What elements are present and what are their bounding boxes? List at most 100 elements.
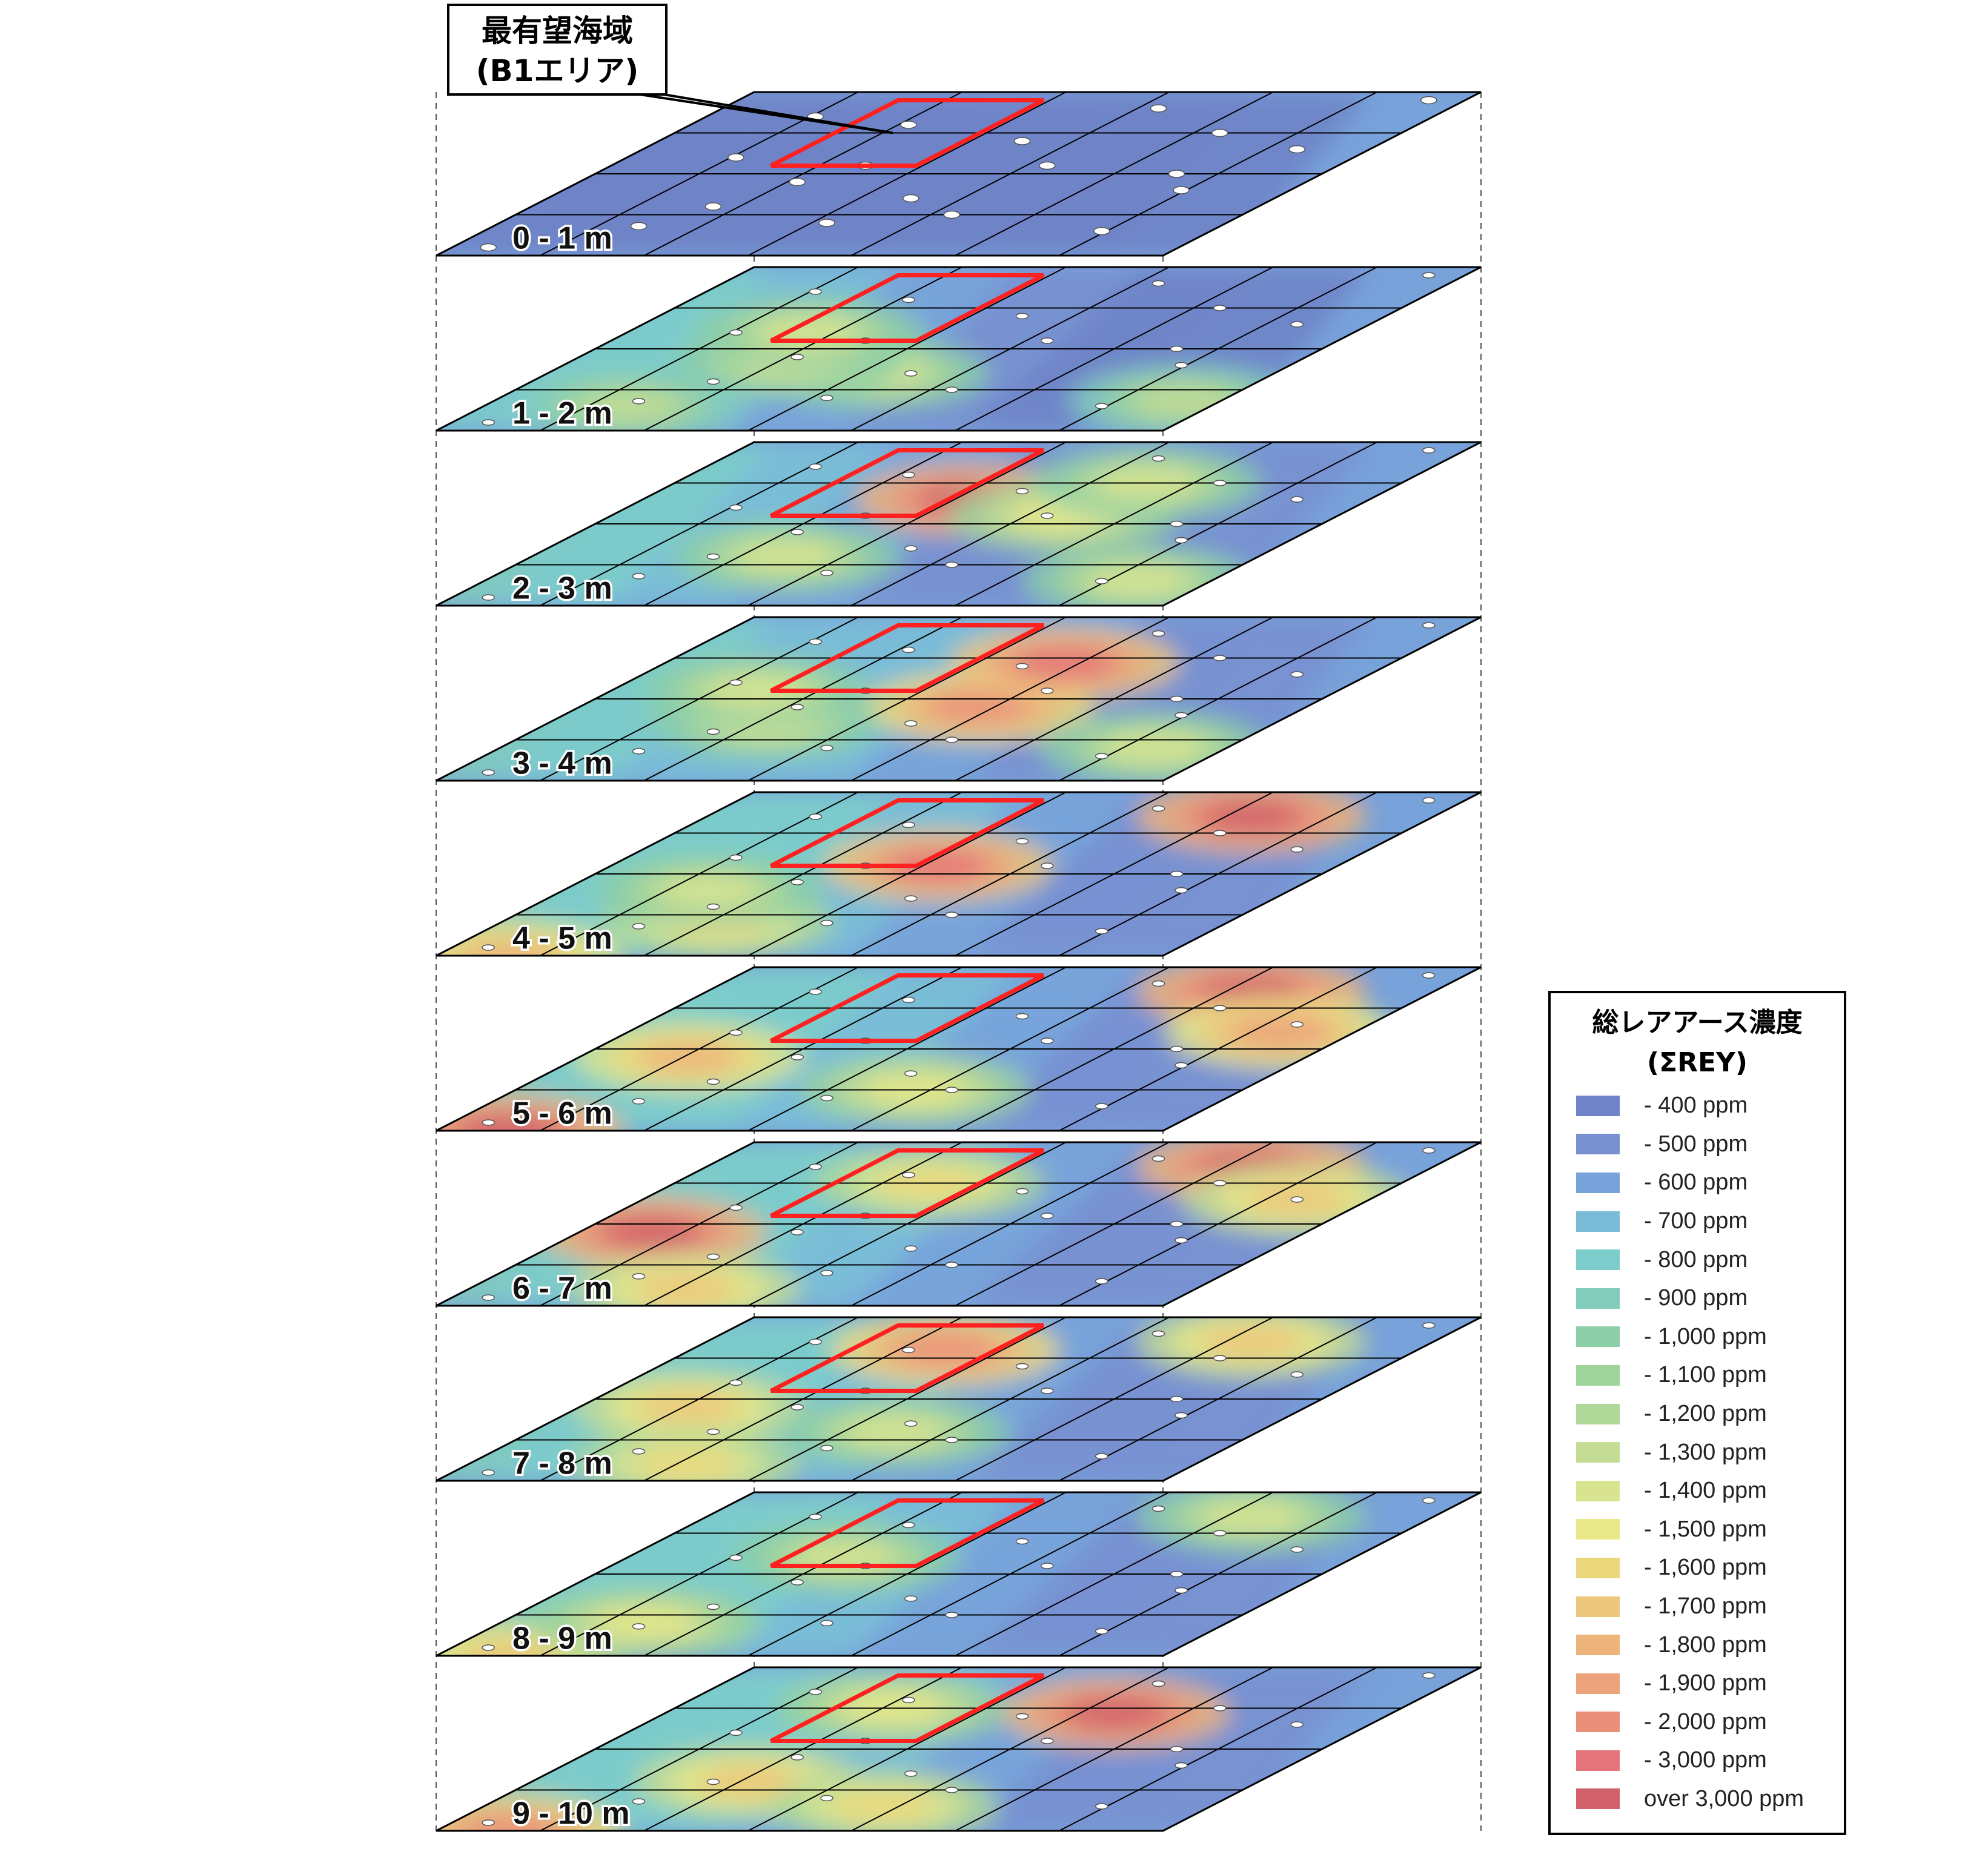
grid-line — [1058, 1492, 1377, 1656]
sample-point — [820, 394, 833, 402]
sample-point — [1290, 1721, 1304, 1728]
legend-swatch — [1576, 1172, 1620, 1193]
sample-point — [1213, 1005, 1227, 1011]
depth-layer: 5 - 6 m — [436, 966, 1482, 1133]
legend-swatch — [1576, 1480, 1620, 1501]
callout-box: 最有望海域 (B1エリア) — [447, 4, 668, 96]
sample-point — [729, 504, 743, 511]
depth-layer: 1 - 2 m — [436, 266, 1482, 433]
legend-item: - 1,300 ppm — [1576, 1433, 1838, 1472]
sample-point — [1422, 1322, 1436, 1329]
grid-line — [747, 1142, 1067, 1306]
sample-point — [1175, 1062, 1188, 1069]
sample-point — [902, 296, 915, 303]
grid-line — [747, 1317, 1067, 1481]
depth-layer: 9 - 10 m — [436, 1666, 1482, 1833]
sample-point — [809, 638, 822, 645]
legend-item: - 500 ppm — [1576, 1125, 1838, 1164]
sample-point — [1151, 455, 1165, 462]
legend-title: 総レアアース濃度 (ΣREY) — [1551, 1003, 1844, 1083]
sample-point — [706, 378, 720, 385]
legend-label: - 900 ppm — [1644, 1285, 1748, 1311]
sample-point — [904, 545, 918, 552]
sample-point — [706, 1428, 720, 1435]
legend-label: - 1,500 ppm — [1644, 1516, 1767, 1542]
sample-point — [809, 1338, 822, 1345]
sample-point — [1175, 1412, 1188, 1419]
grid — [515, 1667, 1402, 1831]
legend-item: - 900 ppm — [1576, 1279, 1838, 1318]
sample-point — [1041, 337, 1054, 344]
grid-line — [850, 617, 1170, 781]
sample-point — [902, 821, 915, 829]
sample-point — [1095, 753, 1108, 759]
legend-item: - 1,000 ppm — [1576, 1318, 1838, 1357]
sample-point — [1039, 161, 1056, 170]
concentration-hotspot — [657, 874, 761, 907]
legend-item: - 3,000 ppm — [1576, 1741, 1838, 1780]
sample-point — [904, 895, 918, 902]
legend-item: - 1,600 ppm — [1576, 1549, 1838, 1587]
highlight-area — [770, 448, 1045, 518]
sample-point — [1041, 1563, 1054, 1569]
sample-point — [706, 1078, 720, 1085]
sample-point — [820, 1795, 833, 1802]
grid-line — [1058, 91, 1377, 256]
layer-outline — [436, 1666, 1482, 1832]
sample-point — [1015, 313, 1029, 320]
legend-swatch — [1576, 1365, 1620, 1386]
depth-label: 8 - 9 m — [512, 1621, 612, 1656]
grid-line — [955, 617, 1274, 781]
legend-label: over 3,000 ppm — [1644, 1785, 1804, 1811]
sample-point — [904, 1245, 918, 1252]
grid-line — [747, 1492, 1067, 1656]
legend-item: - 700 ppm — [1576, 1202, 1838, 1241]
sample-point — [1422, 447, 1436, 454]
depth-layer: 7 - 8 m — [436, 1316, 1482, 1483]
legend-swatch — [1576, 1095, 1620, 1116]
sample-point — [809, 1689, 822, 1695]
sample-point — [1170, 345, 1184, 352]
legend-label: - 2,000 ppm — [1644, 1709, 1767, 1735]
legend-swatch — [1576, 1635, 1620, 1656]
sample-point — [729, 679, 743, 686]
sample-point — [482, 1469, 495, 1476]
depth-layer: 8 - 9 m — [436, 1491, 1482, 1658]
sample-point — [706, 728, 720, 735]
depth-label: 3 - 4 m — [512, 746, 612, 781]
grid — [515, 1317, 1402, 1481]
legend-items: - 400 ppm - 500 ppm - 600 ppm - 700 ppm - 80… — [1576, 1087, 1838, 1818]
grid-line — [540, 1667, 859, 1831]
sample-point — [632, 923, 646, 930]
sample-point — [904, 1770, 918, 1777]
grid-line — [850, 1142, 1170, 1306]
concentration-hotspot — [1086, 564, 1190, 598]
sample-point — [482, 769, 495, 776]
grid-line — [540, 1142, 859, 1306]
sample-point — [632, 1798, 646, 1805]
sample-point — [820, 569, 833, 577]
sample-point — [1015, 1363, 1029, 1370]
concentration-hotspot — [843, 1415, 947, 1448]
legend-label: - 800 ppm — [1644, 1246, 1748, 1272]
legend-label: - 500 ppm — [1644, 1131, 1748, 1157]
legend-swatch — [1576, 1211, 1620, 1232]
grid-line — [643, 617, 963, 781]
grid-line — [643, 442, 963, 606]
sample-point — [1290, 321, 1304, 328]
sample-point — [902, 1521, 915, 1529]
sample-point — [902, 1171, 915, 1179]
sample-point — [729, 1379, 743, 1386]
sample-point — [809, 813, 822, 820]
sample-point — [945, 1262, 958, 1268]
grid-line — [850, 967, 1170, 1131]
sample-point — [945, 911, 958, 918]
grid-line — [540, 967, 859, 1131]
highlight-area — [770, 798, 1045, 868]
sample-point — [809, 1163, 822, 1170]
grid-line — [1058, 1317, 1377, 1481]
sample-point — [945, 736, 958, 743]
concentration-hotspot — [634, 1273, 738, 1306]
sample-point — [1151, 805, 1165, 812]
sample-point — [632, 748, 646, 755]
